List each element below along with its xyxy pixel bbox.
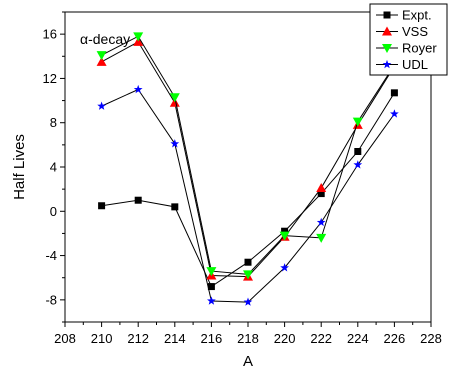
data-point-udl (243, 297, 253, 306)
data-point-udl (280, 263, 289, 272)
data-point-royer (133, 32, 144, 42)
data-point-udl (97, 101, 106, 110)
y-tick-label: 12 (43, 71, 57, 86)
chart-annotation: α-decay (80, 31, 130, 47)
x-tick-label: 214 (164, 331, 186, 346)
x-tick-label: 220 (274, 331, 296, 346)
data-point-udl (316, 217, 326, 227)
data-point-royer (169, 93, 180, 103)
legend-marker-vss (382, 26, 392, 36)
x-tick-label: 226 (384, 331, 406, 346)
y-tick-label: 0 (50, 204, 57, 219)
data-point-expt (281, 227, 289, 235)
legend-marker-udl (382, 59, 392, 69)
data-point-expt (354, 148, 362, 155)
data-point-expt (244, 258, 252, 266)
data-point-udl (170, 139, 180, 148)
x-axis-label: A (243, 353, 253, 370)
data-point-vss (316, 183, 327, 193)
y-tick-label: 8 (50, 115, 57, 130)
series-layer (96, 32, 400, 306)
legend-marker-expt (383, 11, 391, 19)
data-point-expt (171, 203, 179, 211)
data-point-royer (316, 233, 327, 243)
data-point-udl (353, 160, 363, 169)
x-tick-label: 228 (420, 331, 442, 346)
data-point-royer (96, 51, 107, 61)
data-point-expt (98, 202, 106, 210)
data-point-vss (96, 56, 107, 66)
series-vss (96, 36, 400, 281)
data-point-udl (133, 84, 143, 94)
series-udl (97, 84, 399, 306)
legend-label-udl: UDL (402, 57, 428, 72)
x-tick-label: 210 (91, 331, 113, 346)
data-point-royer (206, 267, 217, 277)
data-point-royer (279, 231, 290, 241)
data-point-expt (317, 190, 325, 198)
legend-label-vss: VSS (402, 24, 428, 39)
y-tick-label: 16 (43, 27, 57, 42)
y-tick-label: -8 (45, 292, 57, 307)
legend-marker-royer (382, 44, 392, 53)
x-tick-label: 212 (127, 331, 149, 346)
legend-label-expt: Expt. (402, 8, 432, 23)
series-expt (98, 89, 398, 291)
data-point-udl (390, 109, 399, 118)
x-tick-label: 208 (54, 331, 76, 346)
data-point-vss (133, 36, 144, 46)
data-point-expt (390, 89, 398, 97)
data-point-udl (207, 296, 216, 305)
y-axis-label: Half Lives (11, 134, 28, 200)
x-tick-label: 222 (310, 331, 332, 346)
y-tick-label: -4 (45, 248, 57, 263)
series-line-expt (101, 92, 395, 288)
data-point-expt (134, 196, 142, 204)
series-line-royer (101, 35, 395, 275)
data-point-expt (207, 283, 215, 291)
data-point-royer (243, 270, 253, 280)
x-tick-label: 216 (201, 331, 223, 346)
x-tick-label: 218 (237, 331, 259, 346)
series-line-udl (101, 88, 395, 303)
data-point-royer (352, 117, 363, 127)
x-tick-label: 224 (347, 331, 369, 346)
axes: 208 210 212 214 216 218 220 222 224 226 228 -8 -4 0 4 8… (43, 11, 442, 346)
legend-label-royer: Royer (402, 41, 437, 56)
y-tick-label: 4 (50, 160, 57, 175)
series-royer (96, 32, 400, 280)
data-point-vss (169, 97, 180, 107)
